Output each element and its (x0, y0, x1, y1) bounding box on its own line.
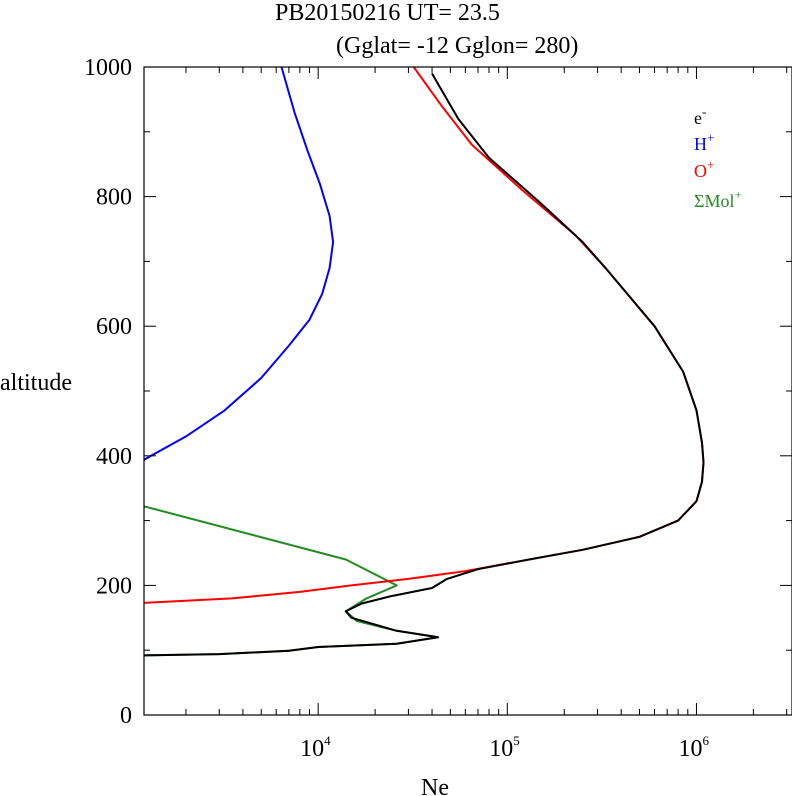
y-tick-label: 0 (120, 703, 132, 729)
series-line-0 (144, 72, 705, 657)
y-tick-label: 800 (96, 185, 132, 211)
legend-entry-0: e- (694, 104, 706, 128)
y-tick-label: 400 (96, 444, 132, 470)
legend-entry-2: O+ (694, 157, 714, 181)
y-tick-label: 1000 (84, 55, 132, 81)
x-tick-label: 106 (678, 733, 709, 762)
axis-ticks: 0 200 400 600 800 1000 104 105 106 (84, 55, 792, 762)
y-axis-label: altitude (0, 370, 72, 396)
series-line-2 (144, 67, 705, 604)
plot-frame (143, 66, 792, 716)
legend: e-H+ O+ ΣMol+ (694, 104, 742, 211)
x-tick-label: 104 (300, 733, 331, 762)
chart-title: PB20150216 UT= 23.5 (275, 0, 500, 26)
plot-area (144, 67, 705, 657)
y-tick-label: 200 (96, 573, 132, 599)
legend-entry-3: ΣMol+ (694, 187, 742, 211)
x-axis-label: Ne (421, 775, 449, 796)
chart-subtitle: (Gglat= -12 Gglon= 280) (336, 33, 578, 59)
x-tick-label: 105 (489, 733, 520, 762)
legend-entry-1: H+ (694, 130, 714, 154)
series-line-1 (144, 67, 335, 461)
y-tick-label: 600 (96, 314, 132, 340)
